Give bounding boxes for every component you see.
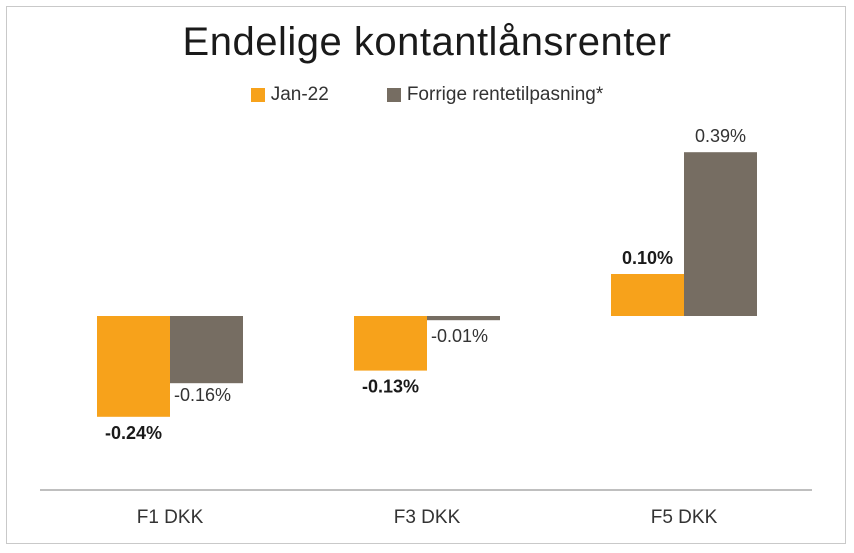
legend-label-jan22: Jan-22 <box>270 84 329 105</box>
bar-jan22-f1-dkk <box>97 316 170 417</box>
data-label-forrige-f5-dkk: 0.39% <box>695 126 746 146</box>
bar-jan22-f5-dkk <box>611 274 684 316</box>
legend-label-forrige: Forrige rentetilpasning* <box>406 84 604 105</box>
data-label-forrige-f1-dkk: -0.16% <box>174 385 231 405</box>
legend-swatch-forrige <box>386 88 401 102</box>
bar-jan22-f3-dkk <box>354 316 427 371</box>
legend-item-forrige: Forrige rentetilpasning* <box>386 84 604 106</box>
bar-forrige-f5-dkk <box>684 152 757 316</box>
data-label-jan22-f5-dkk: 0.10% <box>622 248 673 268</box>
data-label-forrige-f3-dkk: -0.01% <box>431 326 488 346</box>
legend-swatch-jan22 <box>250 88 265 102</box>
x-tick-label-f3-dkk: F3 DKK <box>394 507 461 528</box>
data-label-jan22-f3-dkk: -0.13% <box>362 377 419 397</box>
legend-item-jan22: Jan-22 <box>250 84 329 106</box>
data-label-jan22-f1-dkk: -0.24% <box>105 423 162 443</box>
x-tick-label-f5-dkk: F5 DKK <box>651 507 718 528</box>
x-tick-label-f1-dkk: F1 DKK <box>137 507 204 528</box>
bar-forrige-f1-dkk <box>170 316 243 384</box>
bar-forrige-f3-dkk <box>427 316 500 321</box>
chart-title: Endelige kontantlånsrenter <box>182 20 672 64</box>
chart-legend: Jan-22 Forrige rentetilpasning* <box>0 84 854 106</box>
